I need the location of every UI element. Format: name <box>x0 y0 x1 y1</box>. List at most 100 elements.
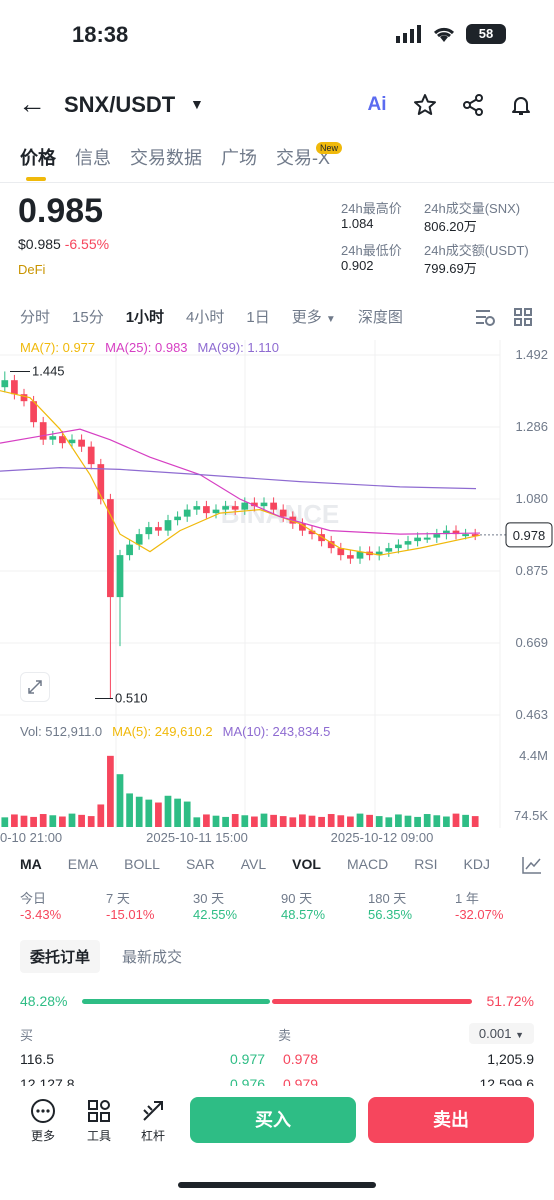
indicator-chart-icon[interactable] <box>522 856 542 879</box>
grid-layout-icon[interactable] <box>514 308 532 331</box>
signal-icon <box>396 25 421 43</box>
candle-body <box>39 422 47 440</box>
volume-axis-label: 4.4M <box>519 748 548 763</box>
candle-body <box>423 537 431 540</box>
volume-bar <box>347 816 354 827</box>
tab-trading-data[interactable]: 交易数据 <box>130 148 202 168</box>
tf-15m[interactable]: 15分 <box>72 309 104 326</box>
bell-icon[interactable] <box>508 92 534 118</box>
perf-90d: 90 天 48.57% <box>281 891 326 922</box>
ind-macd[interactable]: MACD <box>346 856 389 872</box>
pair-title[interactable]: SNX/USDT <box>64 92 176 117</box>
tab-square[interactable]: 广场 <box>221 148 257 168</box>
candle-body <box>126 544 133 556</box>
volume-bar <box>299 814 306 827</box>
current-price-tag: 0.978 <box>513 528 546 543</box>
candle-body <box>395 544 402 549</box>
star-icon[interactable] <box>412 92 438 118</box>
candle-body <box>299 523 306 531</box>
ind-vol[interactable]: VOL <box>292 856 321 872</box>
tf-line[interactable]: 分时 <box>20 309 51 326</box>
candle-body <box>59 436 66 444</box>
candle-body <box>155 527 162 531</box>
tf-1h[interactable]: 1小时 <box>125 309 165 326</box>
buy-header: 买 <box>20 1028 34 1043</box>
back-arrow-icon[interactable]: ← <box>18 88 46 119</box>
volume-bar <box>423 814 431 827</box>
volume-bar <box>270 814 277 827</box>
chart-settings-icon[interactable] <box>474 308 496 331</box>
main-tabs: 价格 信息 交易数据 广场 交易-X <box>20 144 330 170</box>
tab-info[interactable]: 信息 <box>75 148 111 168</box>
candle-body <box>308 530 316 535</box>
caret-down-icon: ▼ <box>325 314 336 325</box>
candle-body <box>87 446 95 465</box>
ask-price[interactable]: 0.978 <box>283 1051 319 1067</box>
price-change: -6.55% <box>64 236 110 252</box>
buy-button[interactable]: 买入 <box>190 1097 356 1143</box>
time-axis-label: 2025-10-11 15:00 <box>146 830 248 845</box>
volume-bar <box>87 816 95 827</box>
volume-bar <box>260 813 268 827</box>
more-dots-icon <box>31 1099 55 1123</box>
candle-body <box>375 551 383 556</box>
volume-bar <box>78 814 85 827</box>
fullscreen-icon[interactable] <box>20 672 50 702</box>
more-button[interactable]: 更多 <box>30 1098 56 1144</box>
price-axis-label: 0.875 <box>515 563 548 578</box>
candle-body <box>203 506 210 514</box>
amount-label: 24h成交额(USDT) <box>424 243 529 258</box>
ind-ema[interactable]: EMA <box>67 856 99 872</box>
header-actions: Ai <box>364 92 534 118</box>
volume-bar <box>183 801 191 827</box>
ind-ma[interactable]: MA <box>20 856 42 872</box>
category-tag[interactable]: DeFi <box>18 262 46 277</box>
ind-boll[interactable]: BOLL <box>124 856 160 872</box>
tab-price[interactable]: 价格 <box>20 148 56 168</box>
precision-select[interactable]: 0.001 ▼ <box>468 1023 534 1044</box>
candle-body <box>337 548 345 556</box>
volume-bar <box>222 816 229 827</box>
header: ← SNX/USDT ▼ Ai <box>0 84 554 128</box>
tf-depth[interactable]: 深度图 <box>357 309 403 326</box>
volume-bar <box>59 816 66 827</box>
vol-value: Vol: 512,911.0 <box>20 724 103 739</box>
caret-down-icon[interactable]: ▼ <box>190 96 204 112</box>
ai-icon[interactable]: Ai <box>367 94 387 115</box>
volume-bar <box>366 814 373 827</box>
tf-4h[interactable]: 4小时 <box>186 309 225 326</box>
volume-bar <box>107 755 114 827</box>
caret-down-icon: ▼ <box>515 1030 524 1040</box>
share-icon[interactable] <box>460 92 486 118</box>
tab-latest-trades[interactable]: 最新成交 <box>122 949 183 966</box>
volume-bar <box>241 815 249 827</box>
volume-bar <box>443 816 450 827</box>
tools-button[interactable]: 工具 <box>86 1098 112 1144</box>
candle-body <box>107 499 114 598</box>
tf-1d[interactable]: 1日 <box>246 309 270 326</box>
ind-avl[interactable]: AVL <box>240 856 267 872</box>
volume-bar <box>174 798 181 827</box>
ind-sar[interactable]: SAR <box>185 856 215 872</box>
ind-kdj[interactable]: KDJ <box>463 856 490 872</box>
tab-underline <box>26 177 46 181</box>
tab-trade-x[interactable]: 交易-X <box>276 148 330 168</box>
timeframe-row: 分时 15分 1小时 4小时 1日 更多 ▼ 深度图 <box>20 306 403 327</box>
tf-more[interactable]: 更多 ▼ <box>291 309 336 326</box>
volume-bar <box>39 814 47 827</box>
divider <box>0 182 554 183</box>
wifi-icon <box>433 27 455 42</box>
price-axis-label: 1.286 <box>515 419 548 434</box>
volume-bar <box>327 814 335 827</box>
candle-body <box>145 527 153 535</box>
candle-body <box>97 464 105 500</box>
sell-button[interactable]: 卖出 <box>368 1097 534 1143</box>
margin-button[interactable]: 杠杆 <box>140 1098 166 1144</box>
tab-order-book[interactable]: 委托订单 <box>20 940 101 973</box>
candle-body <box>231 506 239 510</box>
bid-price[interactable]: 0.977 <box>230 1051 266 1067</box>
volume-bar <box>395 814 402 827</box>
candle-body <box>347 555 354 559</box>
ind-rsi[interactable]: RSI <box>414 856 438 872</box>
